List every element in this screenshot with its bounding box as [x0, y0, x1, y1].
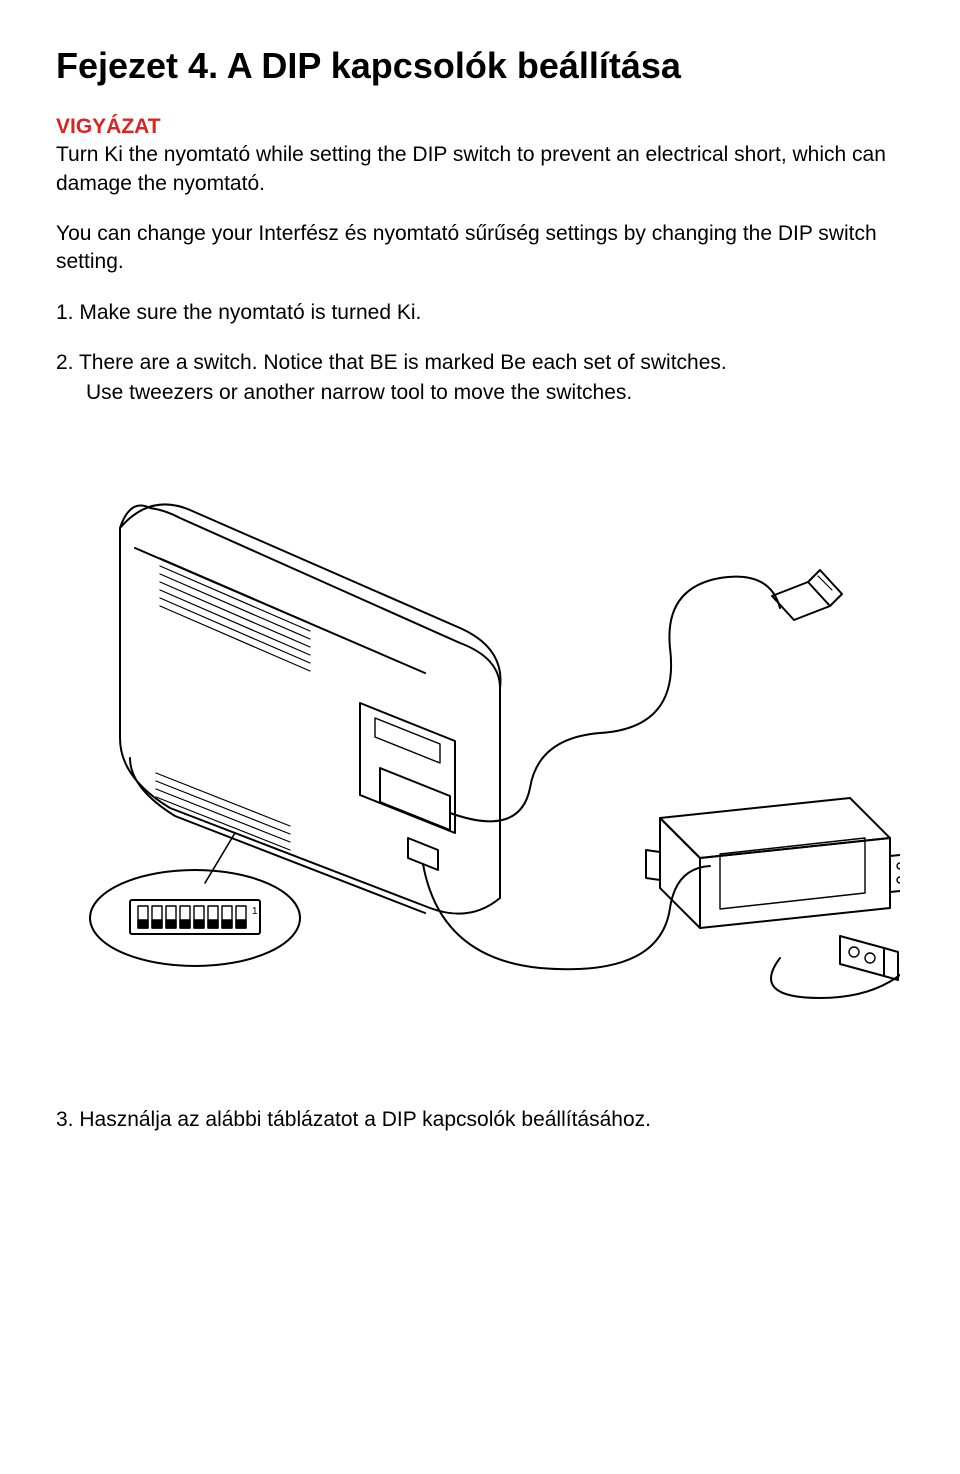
step-3: 3. Használja az alábbi táblázatot a DIP …	[56, 1108, 904, 1132]
power-cable-1	[423, 864, 710, 969]
printer-body	[120, 504, 501, 913]
chapter-title: Fejezet 4. A DIP kapcsolók beállítása	[56, 44, 904, 87]
caution-label: VIGYÁZAT	[56, 115, 904, 139]
intro-text: You can change your Interfész és nyomtat…	[56, 220, 904, 277]
caution-text: Turn Ki the nyomtató while setting the D…	[56, 141, 904, 198]
interface-cable	[450, 570, 842, 821]
step-list: 1. Make sure the nyomtató is turned Ki. …	[56, 299, 904, 408]
step-2a: 2. There are a switch. Notice that BE is…	[56, 349, 904, 377]
step-2b: Use tweezers or another narrow tool to m…	[56, 379, 904, 407]
svg-text:1: 1	[252, 906, 258, 917]
step-1: 1. Make sure the nyomtató is turned Ki.	[56, 299, 904, 327]
figure-container: 1	[56, 438, 904, 1058]
power-adapter	[646, 798, 900, 928]
power-cable-2	[771, 872, 900, 998]
dip-switch-diagram: 1	[60, 438, 900, 1058]
